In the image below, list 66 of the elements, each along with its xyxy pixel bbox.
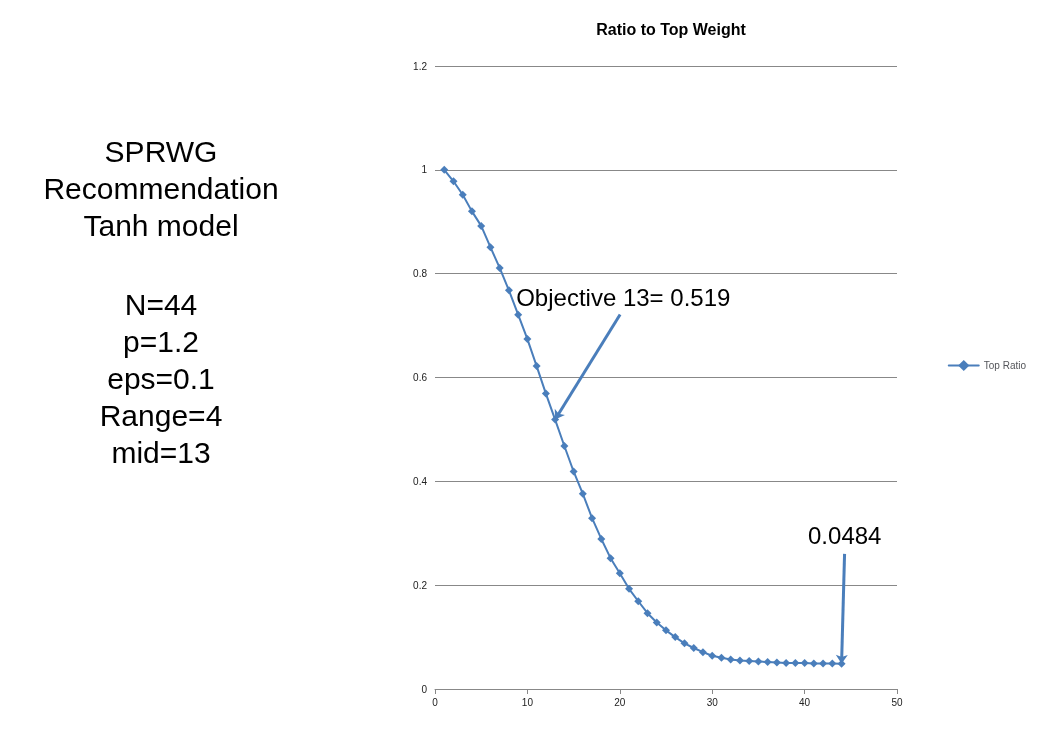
point (467, 207, 476, 216)
point (625, 584, 634, 593)
x-tick-label: 30 (706, 696, 719, 708)
point (606, 554, 615, 563)
point (809, 659, 818, 668)
text: Tanh model (83, 208, 239, 242)
point (569, 467, 578, 476)
x-tick-label: 40 (799, 696, 811, 708)
point (532, 362, 541, 371)
point (643, 609, 652, 618)
text: N=44 (124, 287, 198, 321)
point (486, 243, 495, 252)
y-tick-label: 0.4 (413, 475, 428, 487)
x-tick-label: 50 (891, 696, 903, 708)
point (763, 658, 772, 666)
point (615, 569, 624, 578)
y-tick-label: 1 (421, 164, 428, 176)
point (634, 597, 643, 606)
x-tick-label: 10 (521, 696, 534, 708)
point (671, 633, 680, 642)
text: Range=4 (99, 398, 223, 432)
legend-label: Top Ratio (983, 360, 1027, 371)
annotation: Objective 13= 0.519 (516, 283, 731, 311)
point (652, 618, 661, 627)
point (477, 221, 486, 230)
point (440, 165, 449, 174)
x-tick-label: 20 (614, 696, 626, 708)
point (458, 190, 467, 199)
point (523, 335, 532, 344)
point (698, 648, 707, 657)
point (588, 514, 597, 523)
point (772, 658, 781, 667)
point (754, 657, 763, 666)
text: p=1.2 (123, 324, 199, 358)
text: Recommendation (43, 171, 279, 205)
point (504, 286, 513, 295)
annotation: 0.0484 (808, 522, 882, 550)
point (495, 263, 504, 272)
point (597, 534, 606, 543)
point (514, 310, 523, 319)
point (689, 643, 698, 652)
point (541, 389, 550, 398)
point (560, 442, 569, 451)
text: eps=0.1 (107, 361, 215, 395)
point (800, 659, 809, 668)
point (578, 489, 587, 498)
y-tick-label: 0 (421, 683, 428, 695)
text: SPRWG (104, 134, 218, 168)
point (735, 656, 744, 665)
point (662, 626, 670, 635)
text: mid=13 (111, 435, 211, 469)
y-tick-label: 1.2 (413, 60, 428, 72)
x-tick-label: 0 (432, 696, 439, 708)
point (717, 653, 726, 662)
point (819, 659, 828, 668)
chart-title: Ratio to Top Weight (596, 20, 747, 38)
point (726, 655, 735, 664)
point (828, 659, 837, 668)
point (680, 639, 689, 648)
point (449, 177, 458, 186)
point (745, 656, 754, 665)
point (708, 651, 717, 660)
point (791, 659, 800, 668)
y-tick-label: 0.6 (413, 372, 428, 383)
y-tick-label: 0.8 (413, 268, 428, 280)
y-tick-label: 0.2 (413, 579, 428, 591)
